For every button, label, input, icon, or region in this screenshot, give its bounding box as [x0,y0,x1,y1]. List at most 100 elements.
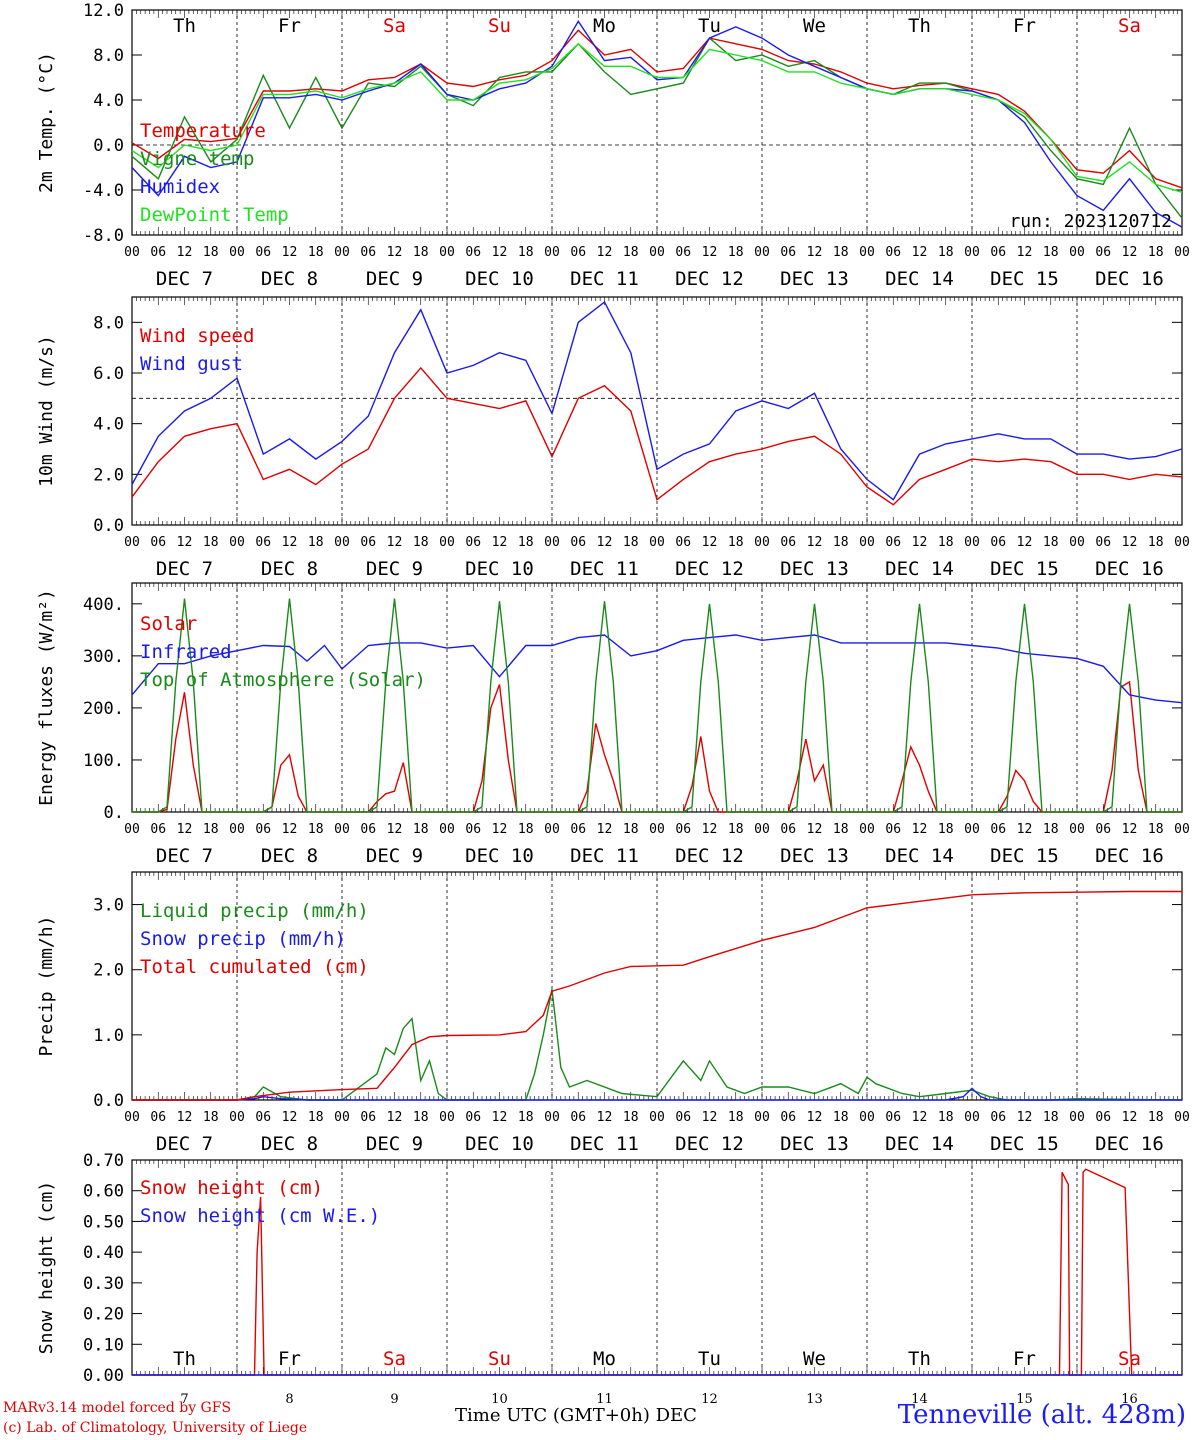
hour-tick-label: 06 [360,1110,376,1125]
series-line-wind-gust [131,301,1183,501]
hour-tick-label: 06 [570,535,586,550]
y-tick-label: 4.0 [93,91,124,111]
hour-tick-label: 00 [544,535,560,550]
date-label: DEC 8 [261,268,318,290]
hour-tick-label: 00 [754,822,770,837]
weekday-label: Sa [383,15,406,37]
series-line-top-of-atmosphere-solar- [132,598,1182,813]
series-line-infrared [131,634,1183,704]
series-line-wind-speed [131,366,1183,506]
weekday-label: Mo [593,1348,616,1370]
y-axis-label: Precip (mm/h) [36,916,57,1057]
hour-tick-label: 00 [1174,535,1190,550]
hour-tick-label: 12 [912,245,928,260]
series-line-dewpoint-temp [131,42,1183,193]
hour-tick-label: 12 [597,1110,613,1125]
hour-tick-label: 06 [255,1110,271,1125]
series-line-liquid-precip-mm-h- [132,989,1183,1101]
hour-tick-label: 12 [702,535,718,550]
hour-tick-label: 18 [1043,245,1059,260]
series-line-total-cumulated-cm- [132,890,1182,1101]
hour-tick-label: 18 [413,822,429,837]
y-tick-label: 0. [104,803,124,823]
hour-tick-label: 00 [544,1110,560,1125]
hour-tick-label: 12 [177,822,193,837]
weekday-label: We [803,15,826,37]
hour-tick-label: 06 [675,1110,691,1125]
hour-tick-label: 06 [1095,822,1111,837]
hour-tick-label: 12 [1122,1110,1138,1125]
hour-tick-label: 00 [1069,822,1085,837]
date-label: DEC 15 [990,558,1059,580]
date-label: DEC 12 [675,845,744,867]
weekday-label: Th [173,1348,196,1370]
hour-tick-label: 18 [518,1110,534,1125]
hour-tick-label: 18 [938,245,954,260]
hour-tick-label: 18 [308,1110,324,1125]
hour-tick-label: 06 [150,245,166,260]
hour-tick-label: 00 [754,1110,770,1125]
y-tick-label: 200. [83,699,124,719]
hour-tick-label: 18 [308,535,324,550]
date-label: DEC 13 [780,268,849,290]
series-line-humidex [131,19,1183,228]
hour-tick-label: 12 [702,245,718,260]
date-label: DEC 12 [675,558,744,580]
hour-tick-label: 06 [360,822,376,837]
y-tick-label: 12.0 [83,1,124,21]
date-label: DEC 7 [156,268,213,290]
y-tick-label: 0.40 [83,1243,124,1263]
series-line-snow-height-cm- [132,1168,1182,1376]
legend-entry: Wind speed [140,325,254,347]
hour-tick-label: 12 [1122,535,1138,550]
y-axis-label: Energy fluxes (W/m²) [36,589,57,806]
weekday-label: Sa [383,1348,406,1370]
hour-tick-label: 06 [780,535,796,550]
hour-tick-label: 06 [255,822,271,837]
y-tick-label: 8.0 [93,46,124,66]
hour-tick-label: 18 [203,1110,219,1125]
date-number-label: 16 [1121,1392,1138,1407]
legend-entry: Total cumulated (cm) [140,956,369,978]
y-axis-label: 10m Wind (m/s) [36,335,57,487]
hour-tick-label: 12 [702,1110,718,1125]
legend-entry: Top of Atmosphere (Solar) [140,669,426,691]
hour-tick-label: 00 [964,535,980,550]
hour-tick-label: 06 [360,245,376,260]
hour-tick-label: 06 [255,245,271,260]
hour-tick-label: 18 [833,535,849,550]
hour-tick-label: 06 [465,535,481,550]
hour-tick-label: 18 [1148,1110,1164,1125]
y-axis-label: Snow height (cm) [36,1181,57,1354]
hour-tick-label: 12 [807,1110,823,1125]
hour-tick-label: 06 [780,1110,796,1125]
hour-tick-label: 18 [518,822,534,837]
hour-tick-label: 06 [990,245,1006,260]
hour-tick-label: 06 [150,822,166,837]
weekday-label: Su [488,1348,511,1370]
hour-tick-label: 00 [334,535,350,550]
date-label: DEC 16 [1095,1133,1164,1155]
date-label: DEC 16 [1095,845,1164,867]
hour-tick-label: 18 [728,245,744,260]
date-number-label: 10 [491,1392,508,1407]
hour-tick-label: 00 [439,245,455,260]
hour-tick-label: 06 [255,535,271,550]
y-tick-label: 4.0 [93,415,124,435]
hour-tick-label: 06 [360,535,376,550]
hour-tick-label: 00 [859,245,875,260]
hour-tick-label: 00 [229,245,245,260]
y-tick-label: 0.0 [93,516,124,536]
hour-tick-label: 00 [439,822,455,837]
date-number-label: 8 [285,1392,293,1407]
hour-tick-label: 18 [623,1110,639,1125]
lab-credit: (c) Lab. of Climatology, University of L… [3,1420,308,1436]
hour-tick-label: 12 [387,245,403,260]
hour-tick-label: 12 [1017,822,1033,837]
hour-tick-label: 00 [649,1110,665,1125]
hour-tick-label: 12 [1122,245,1138,260]
y-tick-label: 0.20 [83,1305,124,1325]
legend-entry: Humidex [140,176,220,198]
y-tick-label: 0.0 [93,1091,124,1111]
